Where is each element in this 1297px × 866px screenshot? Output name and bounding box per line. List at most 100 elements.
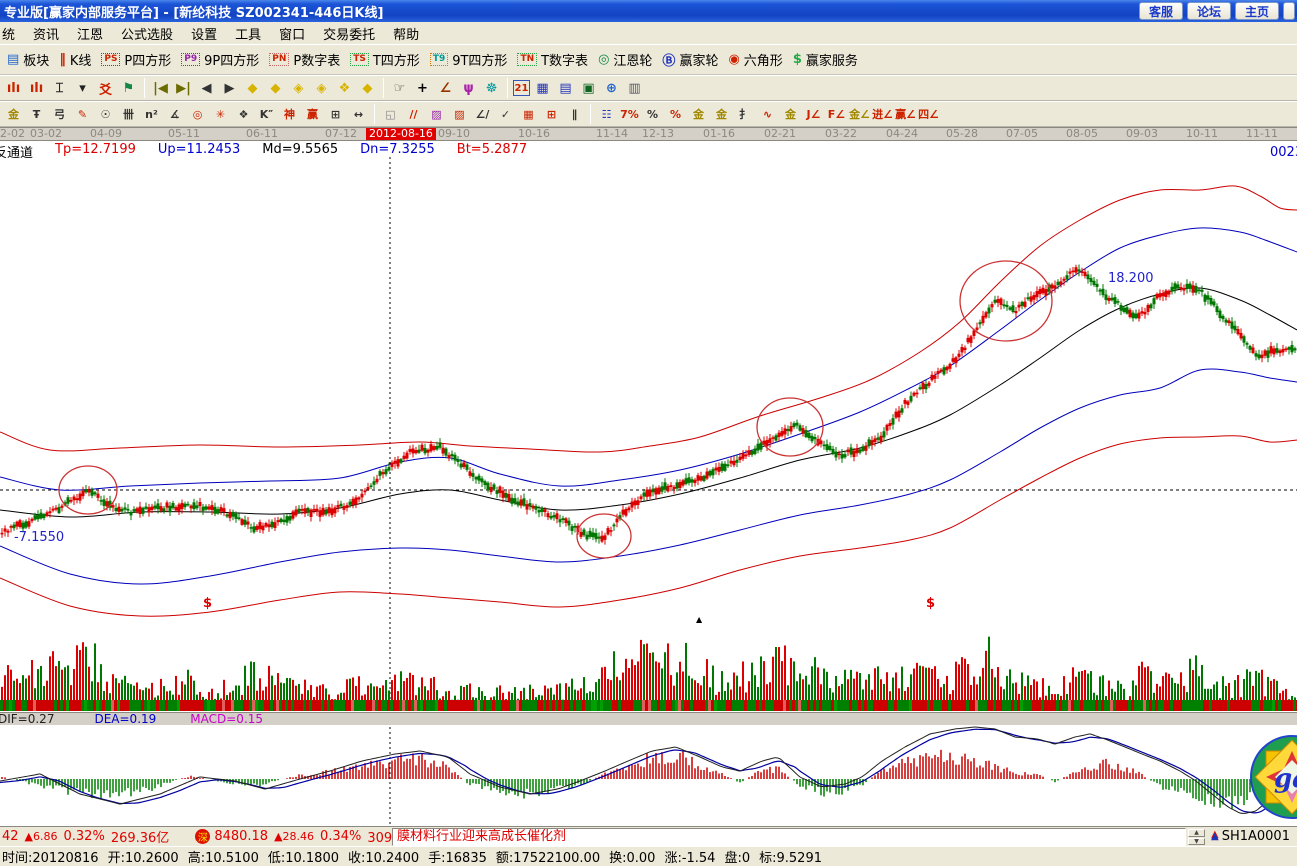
jin-angle-icon[interactable]: 进∠: [872, 108, 893, 121]
box-star-tool-icon[interactable]: ❖: [238, 107, 249, 121]
fan-lines-tool-icon[interactable]: //: [409, 107, 418, 121]
wave-gold-icon[interactable]: ∿: [762, 107, 773, 121]
diamond-cross-icon[interactable]: ◆: [362, 80, 373, 96]
box-frame-tool-icon[interactable]: ◱: [385, 107, 396, 121]
stats-table-icon[interactable]: ☷: [601, 107, 612, 121]
bar-chart-3-icon[interactable]: ılı: [6, 80, 21, 96]
marker-pen-icon[interactable]: ✎: [77, 107, 88, 121]
save-icon[interactable]: ▣: [582, 80, 595, 96]
circle-gold-icon[interactable]: 金: [693, 108, 704, 121]
bar-chart-9-icon[interactable]: ılı: [29, 80, 44, 96]
red-box-tool-icon[interactable]: ▨: [454, 107, 465, 121]
title-button-2[interactable]: 论坛: [1186, 2, 1231, 20]
tick-grid-icon[interactable]: 卌: [123, 108, 134, 121]
f-angle-icon[interactable]: F∠: [827, 107, 846, 121]
menu-item-8[interactable]: 交易委托: [323, 27, 376, 43]
gold-underline-icon[interactable]: 金: [785, 108, 796, 121]
diamond-expand-icon[interactable]: ◈: [293, 80, 304, 96]
diamond-compress-icon[interactable]: ◈: [316, 80, 327, 96]
p-square-button[interactable]: PS P四方形: [101, 50, 171, 69]
sz-index-change: ▲28.46: [274, 830, 315, 843]
menu-item-6[interactable]: 工具: [235, 27, 262, 43]
angle-measure-icon[interactable]: ∠: [439, 80, 452, 96]
menu-item-3[interactable]: 江恩: [77, 27, 104, 43]
si-angle-icon[interactable]: 四∠: [918, 108, 939, 121]
percent-slash-icon[interactable]: 7%: [620, 107, 639, 121]
red-grid-arrow-tool-icon[interactable]: ⊞: [546, 107, 557, 121]
menu-item-4[interactable]: 公式选股: [121, 27, 174, 43]
hexagon-button[interactable]: ◉ 六角形: [728, 50, 782, 69]
hand-tool-icon[interactable]: ☞: [393, 80, 406, 96]
calendar-icon[interactable]: 21: [513, 80, 530, 96]
calculator-icon[interactable]: ▦: [536, 80, 549, 96]
k-mark-tool-icon[interactable]: K″: [259, 107, 274, 121]
diamond-left-icon[interactable]: ◆: [247, 80, 258, 96]
ink-brush-icon[interactable]: 扌: [739, 108, 750, 121]
candle-dropdown-icon[interactable]: ▾: [79, 80, 86, 96]
menu-item-2[interactable]: 资讯: [33, 27, 60, 43]
9p-square-button[interactable]: P9 9P四方形: [181, 50, 259, 69]
web-report-icon[interactable]: ⊕: [606, 80, 617, 96]
percent-lines-icon[interactable]: %: [669, 107, 682, 121]
notepad-icon[interactable]: ▤: [559, 80, 572, 96]
partial-title-button[interactable]: [1283, 2, 1295, 20]
kline-button[interactable]: ‖ K线: [59, 50, 91, 69]
purple-box-tool-icon[interactable]: ▨: [431, 107, 442, 121]
next-bar-icon[interactable]: ▶: [224, 80, 235, 96]
wheel-tool-icon[interactable]: ☸: [485, 80, 498, 96]
ying-tool-icon[interactable]: 赢: [307, 108, 318, 121]
pattern-tool-icon[interactable]: 爻: [98, 82, 112, 98]
gold-text-tool-icon[interactable]: 金: [8, 108, 19, 121]
chart-area[interactable]: $ $ ▲ 反通道 Tp=12.7199 Up=11.2453 Md=9.5565 Dn=7…: [0, 141, 1297, 826]
flag-tool-icon[interactable]: ⚑: [122, 80, 135, 96]
first-bar-icon[interactable]: |◀: [153, 80, 168, 96]
parallel-lines-tool-icon[interactable]: ∥: [571, 107, 578, 121]
winner-service-button[interactable]: $ 赢家服务: [793, 50, 858, 69]
fib-tool-icon[interactable]: Ŧ: [32, 107, 41, 121]
t-square-button[interactable]: TS T四方形: [350, 50, 420, 69]
gold-lines-icon[interactable]: 金: [716, 108, 727, 121]
board-panel[interactable]: ▲ SH1A0001: [1207, 827, 1297, 846]
check-lines-tool-icon[interactable]: ✓: [500, 107, 511, 121]
target-tool-icon[interactable]: ◎: [192, 107, 203, 121]
winner-wheel-button[interactable]: Ⓑ 赢家轮: [662, 50, 718, 69]
ticker-spin-control[interactable]: ▲ ▼: [1188, 829, 1205, 845]
gann-shape-tool-icon[interactable]: ψ: [463, 80, 474, 96]
candle-type-icon[interactable]: ⌶: [55, 80, 64, 96]
slant-tool-icon[interactable]: ∡: [169, 107, 180, 121]
compass-tool-icon[interactable]: ☉: [100, 107, 111, 121]
gold-angle-icon[interactable]: 金∠: [849, 108, 870, 121]
remote-data-icon[interactable]: ▥: [628, 80, 641, 96]
sector-button[interactable]: ▤ 板块: [7, 50, 49, 69]
menu-item-7[interactable]: 窗口: [279, 27, 306, 43]
9t-square-button[interactable]: T9 9T四方形: [429, 50, 507, 69]
title-button-3[interactable]: 主页: [1234, 2, 1279, 20]
menu-item-5[interactable]: 设置: [191, 27, 218, 43]
starburst-tool-icon[interactable]: ✳: [215, 107, 226, 121]
angle-lines-tool-icon[interactable]: ∠/: [475, 107, 490, 121]
date-label: 05-28: [946, 127, 978, 140]
ruler-grid-icon[interactable]: ⊞: [330, 107, 341, 121]
percent-icon[interactable]: %: [646, 107, 659, 121]
hspan-tool-icon[interactable]: ↔: [353, 107, 364, 121]
shen-tool-icon[interactable]: 神: [284, 108, 295, 121]
title-button-1[interactable]: 客服: [1138, 2, 1183, 20]
j-angle-icon[interactable]: J∠: [806, 107, 821, 121]
p-number-table-button[interactable]: PN P数字表: [269, 50, 340, 69]
n2-tool-icon[interactable]: n²: [145, 107, 158, 121]
diamond-star-icon[interactable]: ❖: [338, 80, 351, 96]
gann-wheel-button[interactable]: ◎ 江恩轮: [598, 50, 652, 69]
chart-canvas[interactable]: $ $ ▲: [0, 141, 1297, 826]
menu-item-9[interactable]: 帮助: [393, 27, 420, 43]
t-number-table-button[interactable]: TN T数字表: [517, 50, 588, 69]
last-bar-icon[interactable]: ▶|: [176, 80, 191, 96]
prev-bar-icon[interactable]: ◀: [201, 80, 212, 96]
ying-angle-icon[interactable]: 赢∠: [895, 108, 916, 121]
crosshair-tool-icon[interactable]: +: [417, 80, 428, 96]
menu-item-1[interactable]: 统: [2, 27, 16, 43]
arc-tool-icon[interactable]: 弓: [54, 108, 65, 121]
red-grid-tool-icon[interactable]: ▦: [523, 107, 534, 121]
t-square-button-label: T四方形: [372, 54, 420, 69]
diamond-right-icon[interactable]: ◆: [270, 80, 281, 96]
